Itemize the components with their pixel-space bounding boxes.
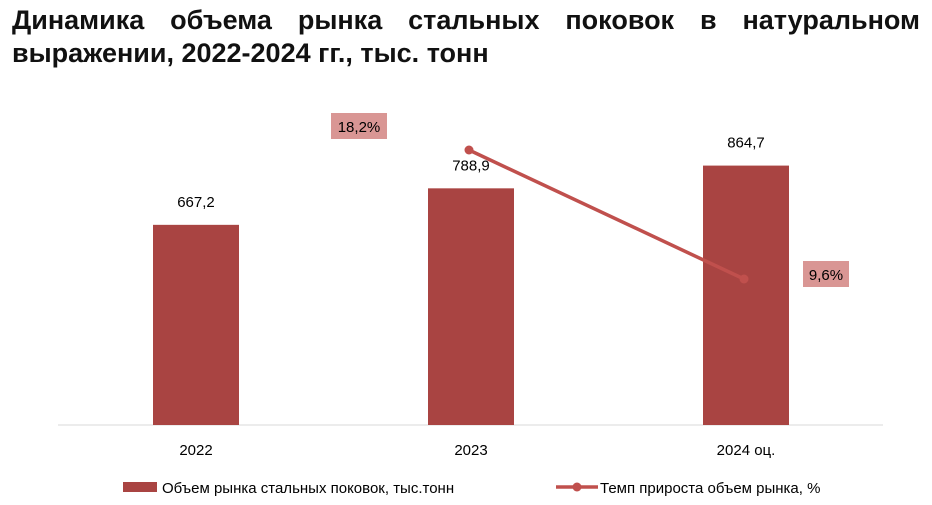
growth-label-box [331, 113, 387, 139]
legend-line-label: Темп прироста объем рынка, % [600, 480, 820, 497]
legend-line-marker [572, 482, 582, 492]
x-tick-label: 2022 [179, 442, 212, 459]
bar-2022 [153, 224, 239, 425]
chart-title: Динамика объема рынка стальных поковок в… [12, 5, 920, 68]
growth-label-box [803, 261, 849, 287]
legend-bar-label: Объем рынка стальных поковок, тыс.тонн [162, 480, 454, 497]
growth-label: 18,2% [338, 119, 381, 136]
bar-2024 [703, 165, 789, 425]
bar-2023 [428, 188, 514, 425]
legend-bar-swatch [123, 482, 157, 492]
growth-label: 9,6% [809, 267, 843, 284]
x-tick-label: 2023 [454, 442, 487, 459]
x-tick-label: 2024 оц. [717, 442, 776, 459]
bar-value-label: 788,9 [452, 157, 490, 174]
growth-rate-marker [739, 274, 749, 284]
growth-rate-marker [464, 145, 474, 155]
bar-value-label: 667,2 [177, 194, 215, 211]
bar-value-label: 864,7 [727, 135, 765, 152]
growth-rate-line [467, 148, 746, 281]
